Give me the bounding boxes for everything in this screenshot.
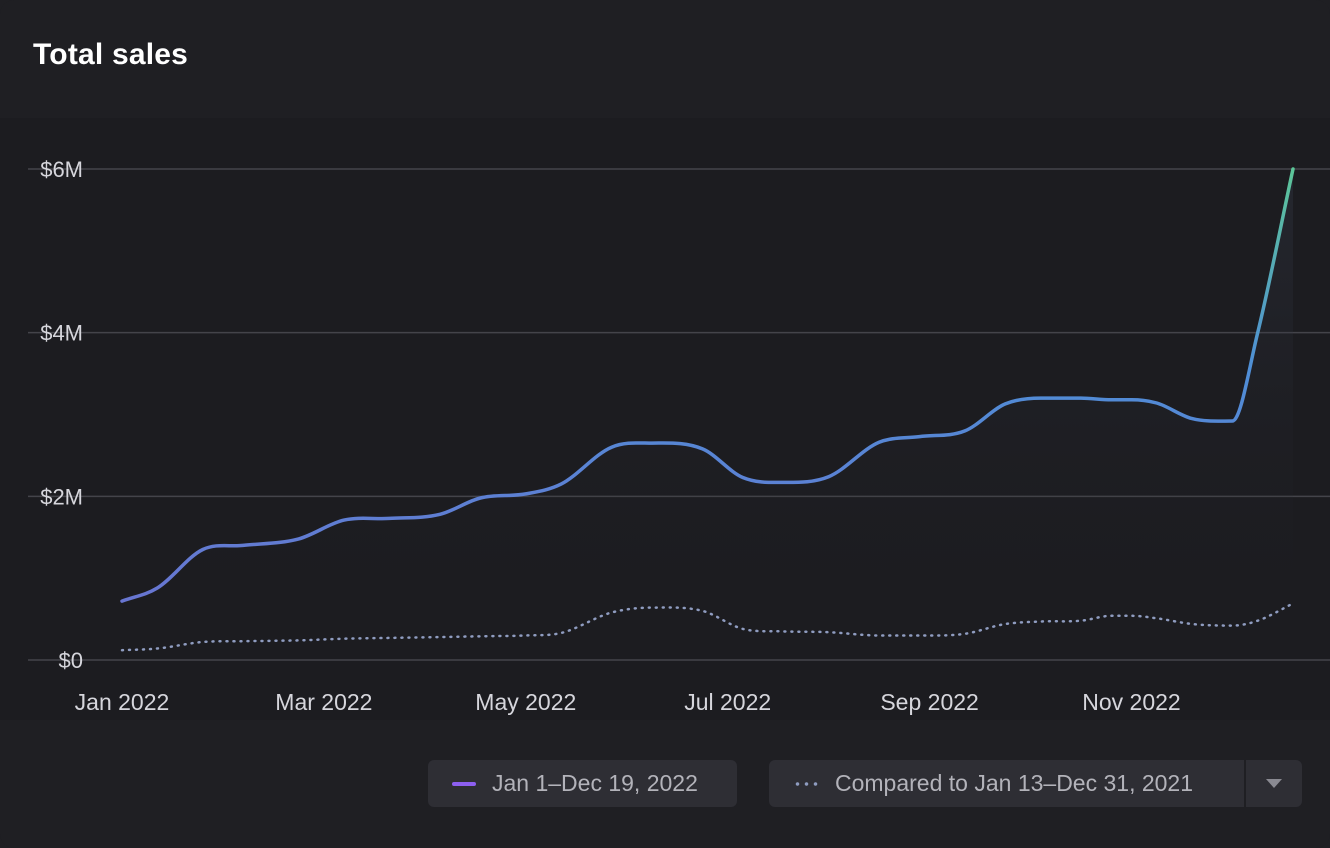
legend-current-label: Jan 1–Dec 19, 2022 [492,770,698,796]
current-data-point [154,585,160,591]
card-title: Total sales [33,38,189,71]
comparison-data-point [1108,613,1114,619]
comparison-data-point [200,639,206,645]
y-tick-label: $6M [40,157,83,182]
current-data-point [1290,166,1296,172]
current-data-point [1229,418,1235,424]
current-data-point [780,479,786,485]
current-data-point [119,598,125,604]
current-data-point [699,446,705,452]
comparison-data-point [1038,619,1044,625]
current-area-fill [122,169,1293,660]
current-data-point [558,481,564,487]
comparison-data-point [341,636,347,642]
comparison-data-point [119,647,125,653]
comparison-data-point [523,632,529,638]
x-tick-label: Jul 2022 [684,689,771,715]
y-tick-label: $0 [59,648,83,673]
y-tick-label: $2M [40,484,83,509]
x-tick-label: Mar 2022 [275,689,372,715]
legend-comparison-period[interactable]: Compared to Jan 13–Dec 31, 2021 [769,760,1302,807]
current-data-point [1002,401,1008,407]
current-data-point [387,515,393,521]
comparison-data-point [240,638,246,644]
comparison-data-point [962,631,968,637]
compare-dropdown-button[interactable] [1246,760,1302,807]
comparison-data-point [387,635,393,641]
legend-compare-label: Compared to Jan 13–Dec 31, 2021 [835,770,1194,796]
comparison-data-point [1229,623,1235,629]
caret-down-icon [1266,779,1282,788]
comparison-data-point [699,608,705,614]
comparison-data-point [154,646,160,652]
solid-line-swatch [452,781,476,786]
x-tick-label: May 2022 [475,689,576,715]
comparison-data-point [558,630,564,636]
current-data-point [296,536,302,542]
comparison-data-point [1189,621,1195,627]
current-data-point [477,495,483,501]
comparison-data-point [876,632,882,638]
current-data-point [609,444,615,450]
current-data-point [1189,416,1195,422]
current-data-point [1038,395,1044,401]
comparison-data-point [477,633,483,639]
current-data-point [437,511,443,517]
comparison-data-point [780,628,786,634]
x-tick-label: Sep 2022 [880,689,978,715]
y-tick-label: $4M [40,321,83,346]
dotted-line-swatch [793,781,819,786]
comparison-data-point [1255,618,1261,624]
current-data-point [200,547,206,553]
current-series-line [120,167,1295,603]
x-tick-label: Nov 2022 [1082,689,1180,715]
current-data-point [1154,400,1160,406]
comparison-data-point [1154,615,1160,621]
comparison-data-point [1078,618,1084,624]
legend-divider [1244,760,1246,807]
current-data-point [523,491,529,497]
current-data-point [962,428,968,434]
current-data-point [240,542,246,548]
current-data-point [740,475,746,481]
comparison-data-point [649,605,655,611]
current-data-point [1078,395,1084,401]
comparison-data-point [740,626,746,632]
comparison-data-point [296,637,302,643]
current-data-point [649,440,655,446]
current-data-point [1108,397,1114,403]
comparison-data-point [1290,601,1296,607]
current-data-point [1128,397,1134,403]
current-data-point [341,517,347,523]
current-data-point [876,439,882,445]
comparison-data-point [1002,621,1008,627]
comparison-series-line [120,602,1295,652]
comparison-data-point [437,634,443,640]
comparison-data-point [916,632,922,638]
x-tick-label: Jan 2022 [75,689,170,715]
comparison-data-point [1128,613,1134,619]
legend-current-period[interactable]: Jan 1–Dec 19, 2022 [428,760,737,807]
comparison-data-point [826,629,832,635]
comparison-data-point [609,610,615,616]
current-data-point [916,434,922,440]
current-data-point [826,474,832,480]
current-data-point [1255,330,1261,336]
